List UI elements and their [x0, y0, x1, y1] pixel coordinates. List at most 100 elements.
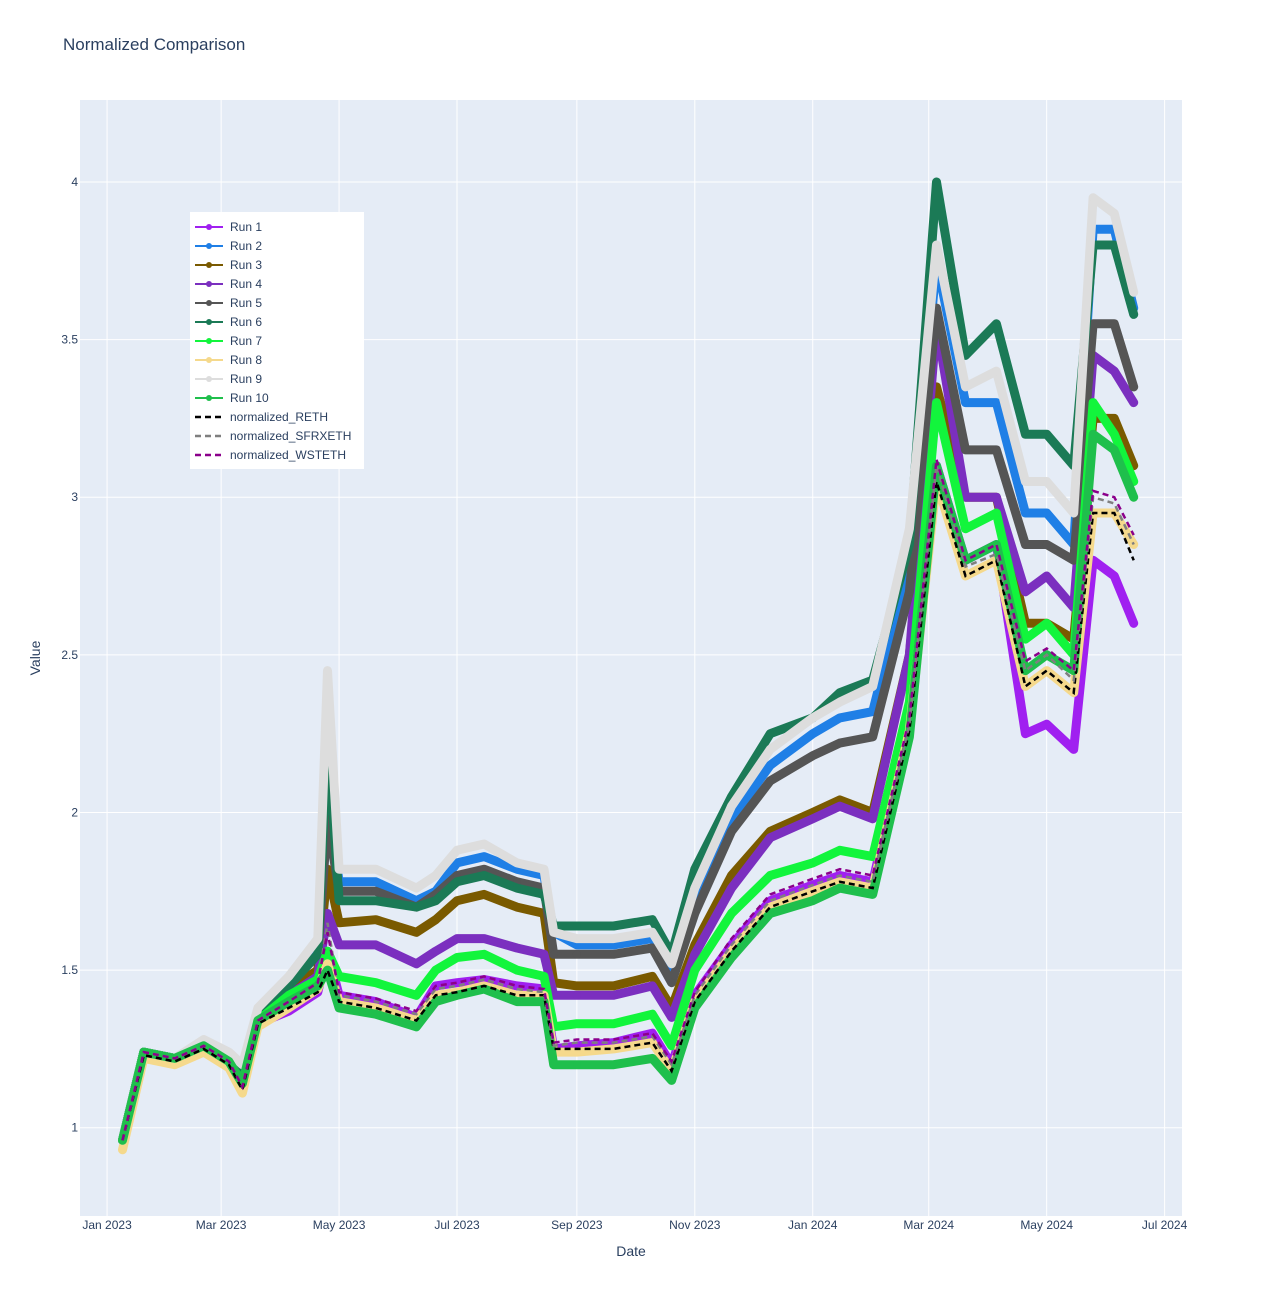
data-point: [199, 1035, 208, 1044]
legend-marker: [206, 281, 212, 287]
legend-label: Run 1: [230, 220, 262, 234]
data-point: [992, 398, 1001, 407]
data-point: [412, 903, 421, 912]
data-point: [1089, 193, 1098, 202]
data-point: [1042, 619, 1051, 628]
data-point: [238, 1089, 247, 1098]
data-point: [512, 944, 521, 953]
chart-title: Normalized Comparison: [63, 35, 245, 54]
data-point: [572, 921, 581, 930]
data-point: [335, 918, 344, 927]
legend-item[interactable]: Run 10: [195, 391, 269, 405]
data-point: [572, 950, 581, 959]
data-point: [371, 940, 380, 949]
data-point: [284, 972, 293, 981]
legend-item[interactable]: Run 3: [195, 258, 262, 272]
legend-label: Run 9: [230, 372, 262, 386]
data-point: [371, 896, 380, 905]
legend-item[interactable]: Run 6: [195, 315, 262, 329]
data-point: [224, 1048, 233, 1057]
legend-label: Run 5: [230, 296, 262, 310]
legend-item[interactable]: normalized_RETH: [195, 410, 328, 424]
data-point: [992, 445, 1001, 454]
legend-item[interactable]: Run 5: [195, 296, 262, 310]
legend-item[interactable]: Run 9: [195, 372, 262, 386]
legend[interactable]: Run 1 Run 2 Run 3 Run 4 Run 5 Run 6 Run 7 Run 8…: [190, 212, 364, 469]
data-point: [961, 445, 970, 454]
data-point: [549, 928, 558, 937]
data-point: [313, 934, 322, 943]
data-point: [431, 896, 440, 905]
data-point: [1110, 430, 1119, 439]
y-tick-label: 2.5: [61, 648, 78, 662]
legend-item[interactable]: Run 4: [195, 277, 262, 291]
data-point: [609, 991, 618, 1000]
data-point: [690, 909, 699, 918]
data-point: [766, 909, 775, 918]
data-point: [453, 858, 461, 867]
legend-item[interactable]: normalized_SFRXETH: [195, 429, 351, 443]
data-point: [1042, 720, 1051, 729]
data-point: [1110, 367, 1119, 376]
data-point: [835, 698, 844, 707]
legend-marker: [206, 338, 212, 344]
x-tick-label: Jan 2023: [82, 1218, 132, 1232]
data-point: [1042, 540, 1051, 549]
data-point: [992, 493, 1001, 502]
legend-item[interactable]: Run 7: [195, 334, 262, 348]
data-point: [727, 802, 736, 811]
data-point: [480, 840, 489, 848]
data-point: [648, 915, 657, 924]
data-point: [549, 1060, 558, 1069]
y-tick-label: 2: [71, 805, 78, 819]
data-point: [1042, 572, 1051, 581]
legend-label: Run 3: [230, 258, 262, 272]
data-point: [835, 713, 844, 722]
data-point: [480, 852, 489, 861]
legend-item[interactable]: Run 8: [195, 353, 262, 367]
data-point: [371, 865, 380, 874]
legend-item[interactable]: Run 2: [195, 239, 262, 253]
data-point: [868, 890, 877, 899]
data-point: [335, 972, 344, 981]
data-point: [335, 1003, 344, 1012]
legend-marker: [206, 376, 212, 382]
data-point: [1110, 319, 1119, 328]
data-point: [835, 846, 844, 855]
data-point: [512, 981, 521, 990]
data-point: [727, 909, 736, 918]
data-point: [371, 877, 380, 886]
data-point: [431, 947, 440, 956]
data-point: [992, 367, 1001, 376]
data-point: [1069, 556, 1078, 565]
data-point: [1110, 414, 1119, 423]
x-tick-label: Mar 2023: [196, 1218, 247, 1232]
data-point: [335, 865, 344, 874]
data-point: [1110, 445, 1119, 454]
data-point: [323, 909, 332, 918]
data-point: [412, 991, 421, 1000]
data-point: [1021, 508, 1030, 517]
data-point: [540, 950, 548, 959]
x-tick-label: Jul 2024: [1142, 1218, 1188, 1232]
legend-label: normalized_RETH: [230, 410, 328, 424]
y-tick-label: 4: [71, 175, 78, 189]
data-point: [690, 966, 699, 975]
data-point: [1129, 288, 1138, 297]
x-tick-label: Jan 2024: [788, 1218, 838, 1232]
data-point: [512, 858, 521, 867]
x-tick-label: Mar 2024: [903, 1218, 954, 1232]
data-point: [932, 241, 941, 250]
data-point: [727, 884, 736, 893]
data-point: [690, 865, 699, 874]
data-point: [648, 1010, 657, 1019]
data-point: [609, 1019, 618, 1028]
legend-item[interactable]: normalized_WSTETH: [195, 448, 346, 462]
data-point: [453, 934, 461, 943]
legend-item[interactable]: Run 1: [195, 220, 262, 234]
data-point: [766, 761, 775, 770]
data-point: [868, 732, 877, 741]
data-point: [480, 890, 489, 899]
data-point: [371, 1010, 380, 1019]
